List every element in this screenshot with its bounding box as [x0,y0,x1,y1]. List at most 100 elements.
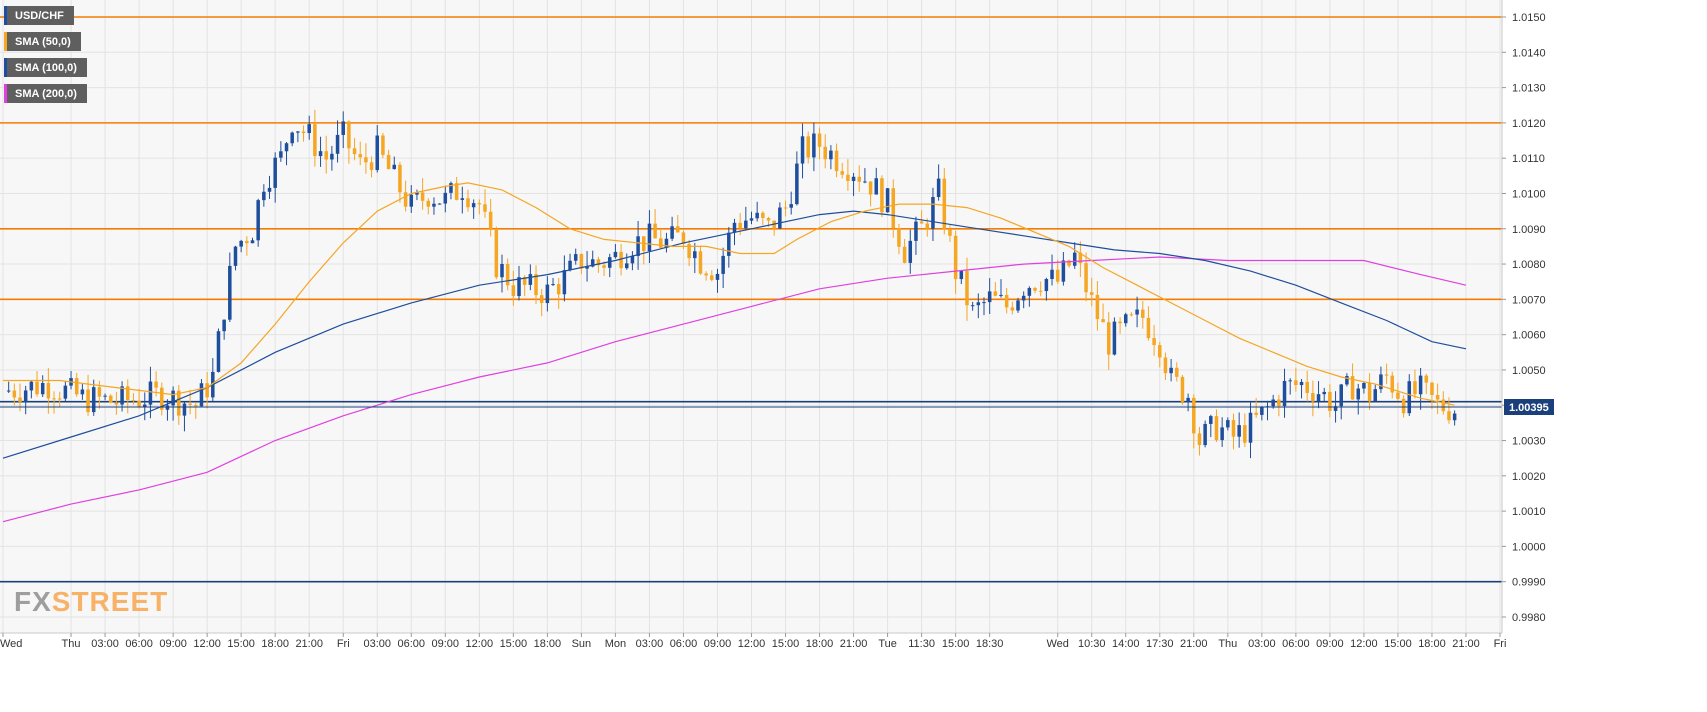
candle-body [698,251,703,274]
candle-body [443,192,448,204]
x-tick-label: 03:00 [636,638,664,650]
candle-body [1430,382,1434,396]
candle-body [624,263,629,269]
candle-body [902,246,907,263]
y-tick-label: 1.0150 [1512,12,1546,24]
candle-body [619,251,623,269]
candle-body [528,274,533,285]
candle-body [143,404,147,407]
legend-item-sma100[interactable]: SMA (100,0) [4,58,87,77]
candle-body [177,390,181,416]
candle-body [91,387,96,413]
candle-body [942,178,947,230]
candle-body [415,192,419,195]
candle-body [1333,406,1338,411]
candle-body [1328,391,1332,411]
x-tick-label: 21:00 [295,638,323,650]
candle-body [1089,292,1094,295]
candle-body [800,136,805,164]
candle-body [1373,389,1378,402]
candle-body [194,404,198,407]
y-tick-label: 1.0010 [1512,506,1546,518]
candle-body [188,403,192,405]
x-tick-label: 21:00 [1452,638,1480,650]
candle-body [908,240,913,263]
sma50-line [3,182,1455,406]
x-tick-label: Wed [1046,638,1068,650]
candle-body [863,181,867,183]
candle-body [216,331,221,372]
candle-body [1424,375,1429,383]
candle-body [1169,367,1173,374]
candle-body [1311,393,1315,402]
candle-body [52,398,56,400]
candle-body [585,266,589,269]
candle-body [137,400,141,407]
legend-item-sma50[interactable]: SMA (50,0) [4,32,81,51]
sma100-line [2,210,1467,459]
x-tick-label: 17:30 [1146,638,1174,650]
candle-body [517,277,521,297]
candle-body [1180,376,1185,402]
x-tick-label: 09:00 [432,638,460,650]
candle-body [999,294,1003,296]
candle-body [522,277,527,285]
candle-body [1186,397,1190,402]
candle-body [715,273,720,280]
candle-body [500,264,504,278]
legend-item-sma200[interactable]: SMA (200,0) [4,84,87,103]
x-tick-label: Fri [1494,638,1507,650]
candle-body [228,265,232,320]
x-tick-label: 12:00 [193,638,221,650]
candle-body [727,232,731,256]
candle-body [647,223,652,252]
candle-body [596,259,601,266]
candle-body [1146,317,1151,339]
candle-body [744,220,748,229]
candle-body [29,381,34,391]
candle-body [834,150,839,172]
candle-body [1214,416,1219,441]
candle-body [1243,425,1247,443]
x-tick-label: 15:00 [942,638,970,650]
candle-body [1305,381,1309,394]
x-tick-label: 09:00 [159,638,187,650]
candle-body [568,260,572,271]
legend-item-symbol[interactable]: USD/CHF [4,6,74,25]
candle-body [1129,314,1134,316]
candle-body [636,236,640,256]
candle-body [103,395,107,397]
candle-body [1362,382,1366,389]
candle-body [1078,252,1083,264]
candle-body [1141,309,1145,318]
candle-body [279,151,283,158]
candle-body [670,226,674,239]
candle-body [398,164,402,193]
candle-body [1282,380,1287,407]
candle-body [284,143,289,152]
candle-body [437,203,442,205]
candle-body [1044,279,1049,292]
candle-body [1033,287,1037,291]
candle-body [1367,382,1372,402]
candle-body [1021,295,1026,301]
candle-body [885,188,890,213]
y-tick-label: 1.0120 [1512,118,1546,130]
candle-body [108,395,113,403]
candle-body [86,389,90,413]
candle-body [1396,392,1400,399]
candle-body [602,265,606,268]
candle-body [925,223,930,229]
candle-body [97,387,102,397]
candle-body [829,150,833,160]
candle-body [539,295,544,304]
x-tick-label: Mon [605,638,626,650]
x-tick-label: 03:00 [363,638,391,650]
candle-body [556,284,561,295]
candle-body [131,400,136,402]
candle-body [488,211,493,230]
x-tick-label: 10:30 [1078,638,1106,650]
candle-body [1010,307,1015,311]
candle-body [1095,294,1100,320]
